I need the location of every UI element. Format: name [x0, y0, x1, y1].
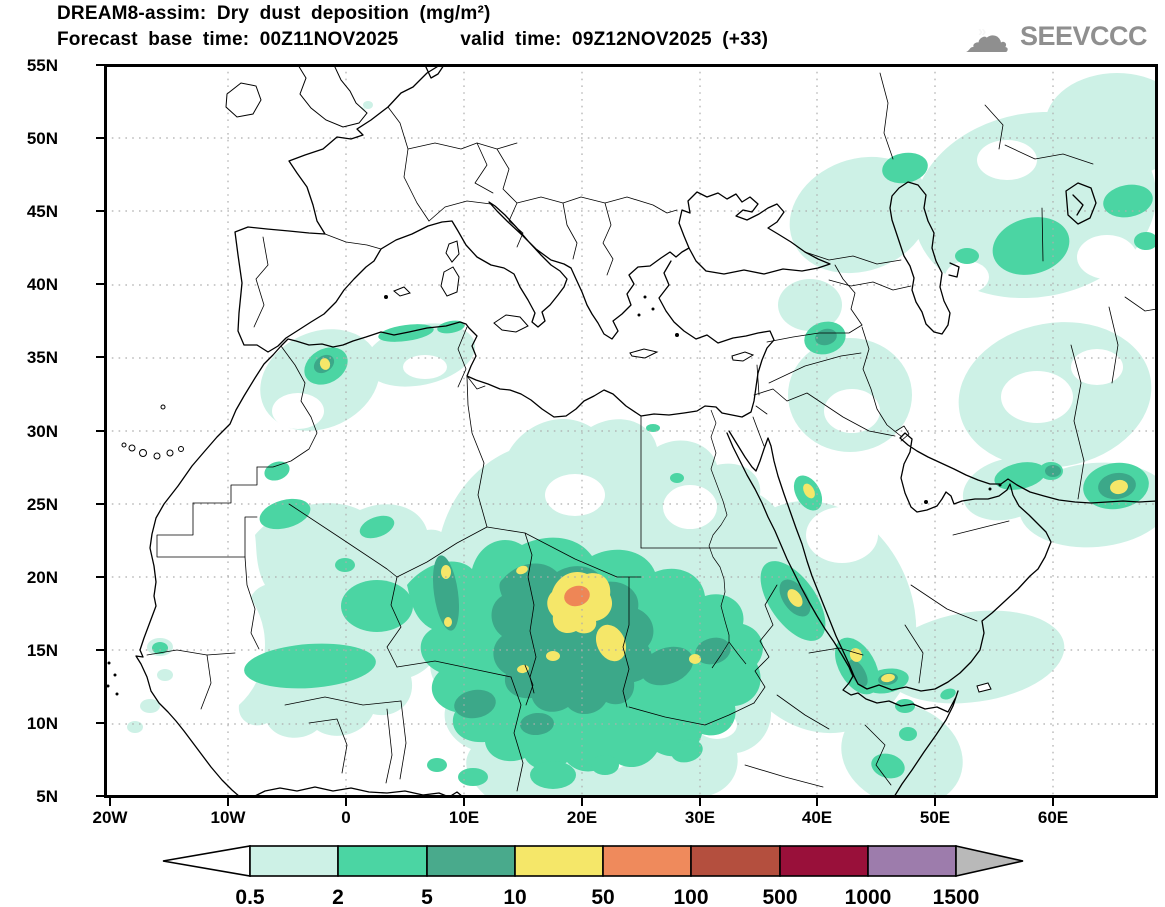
- lon-label-60e: 60E: [1038, 808, 1068, 827]
- plot-subtitle: Forecast base time: 00Z11NOV2025 valid ti…: [57, 29, 768, 51]
- colorbar-label-1500: 1500: [933, 886, 980, 907]
- lon-label-30e: 30E: [685, 808, 715, 827]
- lat-label-45n: 45N: [27, 202, 58, 221]
- colorbar-segment-0: [249, 845, 339, 877]
- lon-label-40e: 40E: [802, 808, 832, 827]
- lon-label-0: 0: [341, 808, 350, 827]
- colorbar-segment-1: [337, 845, 428, 877]
- lat-label-20n: 20N: [27, 568, 58, 587]
- seevccc-logo: ☁» SEEVCCC: [963, 9, 1148, 63]
- map-canvas: [105, 65, 1157, 797]
- colorbar-segment-4: [602, 845, 692, 877]
- lat-label-35n: 35N: [27, 348, 58, 367]
- lon-label-50e: 50E: [920, 808, 950, 827]
- valid-time: valid time: 09Z12NOV2025 (+33): [460, 29, 769, 50]
- border-layer: [146, 72, 1157, 792]
- lon-label-10e: 10E: [449, 808, 479, 827]
- cloud-icon: ☁»: [963, 9, 1010, 63]
- lat-label-5n: 5N: [36, 787, 58, 806]
- lon-label-10w: 10W: [211, 808, 247, 827]
- plot-title: DREAM8-assim: Dry dust deposition (mg/m²…: [57, 3, 491, 24]
- lon-label-20w: 20W: [93, 808, 129, 827]
- lat-label-30n: 30N: [27, 422, 58, 441]
- colorbar-segment-6: [779, 845, 869, 877]
- logo-text: SEEVCCC: [1019, 20, 1148, 51]
- dust-maximum-chad: [564, 585, 590, 607]
- colorbar-segment-7: [867, 845, 957, 877]
- lat-axis: 55N 50N 45N 40N 35N 30N 25N 20N 15N 10N …: [27, 56, 58, 806]
- colorbar-segment-3: [514, 845, 604, 877]
- lat-label-50n: 50N: [27, 129, 58, 148]
- colorbar-label-2: 2: [332, 886, 344, 907]
- dust-level-50-100-layer: [564, 585, 590, 607]
- lat-label-15n: 15N: [27, 641, 58, 660]
- lat-label-55n: 55N: [27, 56, 58, 75]
- lat-label-40n: 40N: [27, 275, 58, 294]
- colorbar-label-100: 100: [673, 886, 708, 907]
- colorbar-label-1000: 1000: [845, 886, 892, 907]
- colorbar-segment-2: [426, 845, 516, 877]
- colorbar-segment-5: [690, 845, 781, 877]
- colorbar-label-0p5: 0.5: [235, 886, 265, 907]
- dust-level-5-10-layer: [313, 328, 1136, 736]
- lon-axis: 20W 10W 0 10E 20E 30E 40E 50E 60E: [93, 808, 1069, 827]
- colorbar: 0.5 2 5 10 50 100 500 1000 1500: [162, 845, 1024, 907]
- lat-label-25n: 25N: [27, 495, 58, 514]
- lon-label-20e: 20E: [567, 808, 597, 827]
- colorbar-label-10: 10: [503, 886, 526, 907]
- tick-marks: [96, 64, 1054, 806]
- river-layer: [708, 409, 747, 669]
- colorbar-label-5: 5: [421, 886, 433, 907]
- forecast-base-time: Forecast base time: 00Z11NOV2025: [57, 29, 399, 50]
- colorbar-below-min-arrow: [162, 845, 251, 877]
- colorbar-label-500: 500: [762, 886, 797, 907]
- map-frame: [104, 64, 1158, 798]
- lat-label-10n: 10N: [27, 714, 58, 733]
- colorbar-label-50: 50: [591, 886, 614, 907]
- colorbar-above-max-arrow: [955, 845, 1024, 877]
